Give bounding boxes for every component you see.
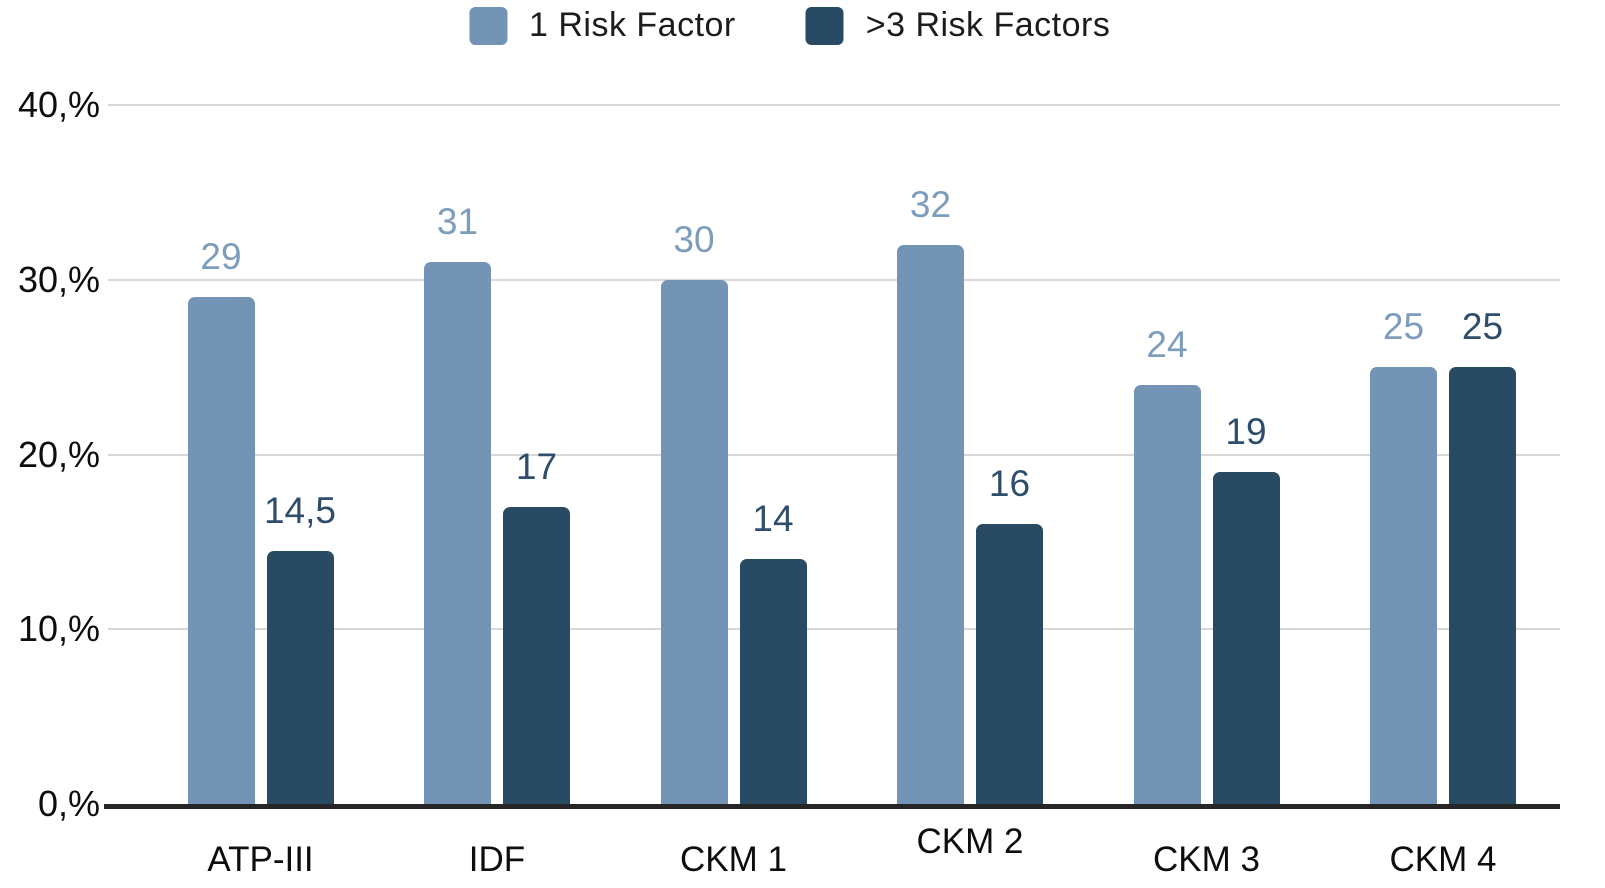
gridline xyxy=(108,104,1560,106)
bar-series1 xyxy=(1133,384,1201,804)
legend-swatch-icon xyxy=(805,6,844,45)
y-tick-label: 0,% xyxy=(37,783,100,824)
bar-series2 xyxy=(739,559,807,804)
bar-series1 xyxy=(1370,367,1437,804)
bar-series1 xyxy=(897,244,964,804)
value-label: 31 xyxy=(436,201,479,243)
value-label: 16 xyxy=(988,463,1031,505)
y-tick-label: 10,% xyxy=(17,608,100,650)
bar-series2 xyxy=(1449,367,1516,804)
legend-item-1-risk-factor: 1 Risk Factor xyxy=(468,6,736,45)
value-label: 14,5 xyxy=(263,489,336,531)
legend-label: >3 Risk Factors xyxy=(865,6,1111,44)
gridline xyxy=(108,453,1560,456)
value-label: 32 xyxy=(909,183,952,225)
value-label: 25 xyxy=(1461,306,1504,348)
y-tick-label: 40,% xyxy=(17,84,100,125)
legend-label: 1 Risk Factor xyxy=(528,6,736,44)
value-label: 29 xyxy=(200,236,242,278)
value-label: 14 xyxy=(752,498,794,540)
bar-series2 xyxy=(1212,471,1280,804)
bar-series2 xyxy=(266,550,334,804)
bar-series2 xyxy=(503,506,570,804)
x-axis-line xyxy=(104,804,1560,809)
bar-series1 xyxy=(187,297,255,804)
x-tick-label: IDF xyxy=(468,840,526,879)
value-label: 30 xyxy=(673,218,715,260)
x-tick-label: ATP-III xyxy=(207,840,314,879)
y-tick-label: 30,% xyxy=(17,258,100,300)
value-label: 25 xyxy=(1382,306,1425,348)
chart-legend: 1 Risk Factor >3 Risk Factors xyxy=(468,6,1111,45)
legend-item-gt3-risk-factors: >3 Risk Factors xyxy=(805,6,1111,45)
value-label: 19 xyxy=(1225,410,1267,452)
x-tick-label: CKM 1 xyxy=(680,840,787,879)
x-tick-label: CKM 2 xyxy=(916,822,1024,861)
x-tick-label: CKM 3 xyxy=(1153,840,1260,879)
bar-series2 xyxy=(976,524,1043,804)
y-tick-label: 20,% xyxy=(17,433,100,475)
gridline xyxy=(108,278,1560,281)
legend-swatch-icon xyxy=(468,6,507,45)
gridline xyxy=(108,628,1560,631)
bar-series1 xyxy=(660,279,728,804)
value-label: 17 xyxy=(515,445,558,487)
value-label: 24 xyxy=(1146,323,1188,365)
x-tick-label: CKM 4 xyxy=(1389,840,1497,879)
bar-series1 xyxy=(424,262,491,804)
